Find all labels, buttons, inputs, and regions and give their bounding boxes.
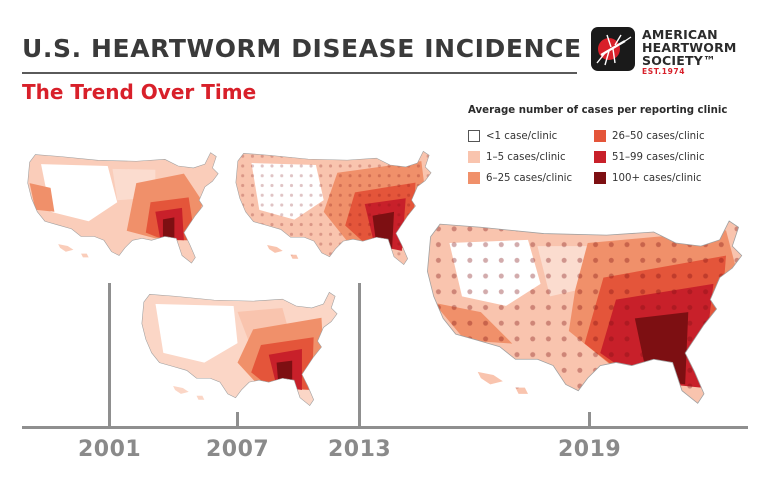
- organization-name: AMERICAN HEARTWORM SOCIETY™ EST.1974: [642, 28, 737, 77]
- year-label-2007: 2007: [206, 437, 270, 462]
- timeline-tick-2019: [588, 412, 591, 428]
- year-label-2001: 2001: [78, 437, 142, 462]
- map-2013: [235, 150, 432, 265]
- timeline-tick-2001: [108, 283, 111, 428]
- map-2007: [141, 291, 338, 406]
- map-2019: [427, 220, 743, 404]
- org-name-line3: SOCIETY™: [642, 53, 716, 68]
- legend-swatch: [594, 130, 606, 142]
- legend-label: <1 case/clinic: [486, 130, 558, 142]
- mosquito-icon: [591, 27, 635, 71]
- page-title: U.S. HEARTWORM DISEASE INCIDENCE: [22, 34, 582, 63]
- legend-swatch: [594, 151, 606, 163]
- legend-swatch: [468, 151, 480, 163]
- legend-label: 51–99 cases/clinic: [612, 151, 705, 163]
- map-2001: [27, 152, 219, 264]
- legend-swatch: [468, 130, 480, 142]
- legend-item-100-plus: 100+ cases/clinic: [594, 172, 702, 184]
- title-divider: [22, 72, 577, 74]
- legend-item-1-5: 1–5 cases/clinic: [468, 151, 566, 163]
- page-subtitle: The Trend Over Time: [22, 80, 257, 104]
- year-label-2013: 2013: [328, 437, 392, 462]
- legend-item-6-25: 6–25 cases/clinic: [468, 172, 572, 184]
- timeline-tick-2007: [236, 412, 239, 428]
- org-name-line2: HEARTWORM: [642, 40, 737, 55]
- legend-item-26-50: 26–50 cases/clinic: [594, 130, 705, 142]
- legend-swatch: [468, 172, 480, 184]
- org-established: EST.1974: [642, 67, 686, 76]
- legend-swatch: [594, 172, 606, 184]
- org-name-line1: AMERICAN: [642, 27, 718, 42]
- legend-item-51-99: 51–99 cases/clinic: [594, 151, 705, 163]
- legend-label: 1–5 cases/clinic: [486, 151, 566, 163]
- timeline-axis: [22, 426, 748, 429]
- legend-label: 26–50 cases/clinic: [612, 130, 705, 142]
- legend-label: 6–25 cases/clinic: [486, 172, 573, 184]
- timeline-tick-2013: [358, 283, 361, 428]
- legend-label: 100+ cases/clinic: [612, 172, 702, 184]
- year-label-2019: 2019: [558, 437, 622, 462]
- legend-item-lt1: <1 case/clinic: [468, 130, 557, 142]
- legend-title: Average number of cases per reporting cl…: [468, 105, 728, 116]
